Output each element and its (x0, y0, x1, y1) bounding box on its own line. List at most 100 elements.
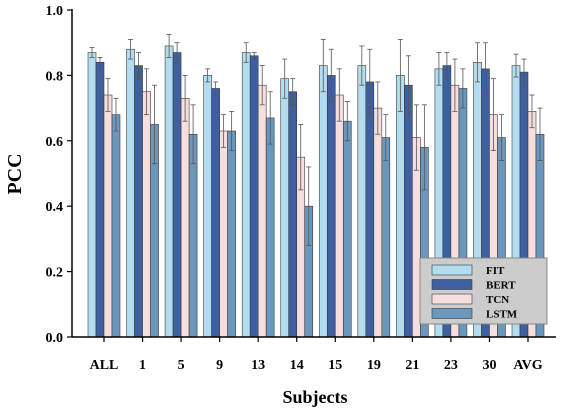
legend-label-bert: BERT (486, 280, 516, 292)
error-bar-tcn-avg (529, 94, 535, 129)
error-bar-tcn-15 (336, 68, 342, 122)
bar-fit-15 (318, 65, 328, 338)
x-tick-label-14: 14 (290, 358, 304, 373)
error-bar-tcn-1 (144, 68, 150, 116)
error-bars-layer (89, 34, 543, 246)
error-bar-bert-21 (405, 55, 411, 116)
error-bar-lstm-15 (344, 101, 350, 142)
bar-tcn-19 (373, 107, 383, 338)
y-tick-label-4: 0.8 (46, 69, 64, 84)
bar-tcn-1 (142, 91, 151, 338)
bar-lstm-15 (342, 120, 352, 338)
x-tick-label-19: 19 (367, 358, 381, 373)
bar-tcn-9 (219, 130, 228, 338)
legend-swatch-lstm (431, 308, 473, 319)
error-bar-lstm-5 (190, 104, 196, 165)
bar-bert-21 (404, 84, 413, 338)
error-bar-bert-23 (444, 52, 450, 80)
error-bar-tcn-9 (221, 114, 227, 148)
error-bar-tcn-21 (413, 104, 419, 171)
x-tick-label-15: 15 (328, 358, 342, 373)
bar-bert-13 (249, 55, 259, 338)
error-bar-bert-14 (290, 78, 296, 106)
bar-bert-9 (211, 88, 220, 338)
x-tick-label-30: 30 (482, 358, 496, 373)
error-bar-tcn-30 (490, 78, 496, 152)
error-bar-tcn-13 (259, 65, 265, 106)
error-bar-bert-13 (251, 52, 257, 60)
bar-lstm-19 (381, 137, 391, 338)
y-axis-title: PCC (4, 153, 26, 194)
error-bar-lstm-30 (498, 114, 504, 161)
error-bar-tcn-all (105, 78, 111, 112)
error-bar-fit-14 (282, 58, 288, 99)
legend-label-lstm: LSTM (486, 309, 518, 321)
bar-lstm-9 (227, 130, 236, 338)
bar-bert-19 (365, 81, 375, 338)
error-bar-lstm-23 (460, 68, 466, 109)
y-tick-label-1: 0.2 (46, 266, 64, 281)
x-tick-label-5: 5 (178, 358, 185, 373)
error-bar-lstm-14 (306, 166, 312, 246)
error-bar-bert-9 (213, 81, 219, 96)
error-bar-lstm-19 (383, 114, 389, 161)
bar-bert-5 (172, 52, 182, 338)
error-bar-lstm-21 (421, 104, 427, 191)
bar-tcn-all (103, 94, 113, 338)
bar-bert-14 (288, 91, 298, 338)
bar-bert-all (95, 62, 105, 338)
bar-bert-1 (134, 65, 143, 338)
error-bar-fit-15 (320, 39, 326, 93)
bar-fit-19 (357, 65, 367, 338)
error-bar-lstm-9 (229, 110, 235, 152)
error-bar-fit-23 (436, 52, 442, 86)
legend: FIT BERT TCN LSTM (419, 257, 548, 325)
bar-fit-1 (126, 48, 135, 338)
x-tick-label-avg: AVG (513, 358, 542, 373)
error-bar-tcn-19 (375, 81, 381, 135)
bar-bert-15 (326, 75, 336, 338)
y-tick-label-2: 0.4 (46, 200, 64, 215)
axes-layer (67, 9, 556, 342)
error-bar-fit-13 (243, 42, 249, 63)
error-bar-fit-9 (205, 68, 211, 83)
x-tick-label-13: 13 (251, 358, 265, 373)
error-bar-bert-avg (521, 58, 527, 86)
y-tick-label-0: 0.0 (46, 331, 64, 346)
error-bar-tcn-14 (298, 124, 304, 191)
bar-lstm-all (111, 114, 121, 338)
error-bar-fit-5 (166, 34, 172, 58)
bar-tcn-15 (334, 94, 344, 338)
error-bar-fit-avg (513, 53, 519, 78)
error-bar-tcn-23 (452, 58, 458, 112)
legend-swatch-tcn (431, 293, 473, 305)
error-bar-lstm-avg (537, 107, 543, 161)
x-tick-label-all: ALL (90, 358, 119, 373)
bars-layer (87, 45, 545, 338)
error-bar-tcn-5 (182, 75, 188, 122)
error-bar-fit-1 (128, 39, 134, 60)
bar-fit-14 (280, 78, 290, 338)
bar-fit-all (87, 52, 97, 338)
bar-fit-5 (164, 45, 174, 338)
y-tick-label-5: 1.0 (46, 4, 64, 19)
legend-label-tcn: TCN (486, 294, 509, 306)
x-tick-label-9: 9 (216, 358, 223, 373)
error-bar-fit-30 (474, 42, 480, 83)
legend-label-fit: FIT (486, 265, 505, 277)
y-tick-label-3: 0.6 (46, 135, 64, 150)
x-tick-label-23: 23 (444, 358, 458, 373)
error-bar-fit-all (89, 47, 95, 58)
legend-swatch-bert (431, 279, 473, 290)
error-bar-bert-19 (367, 48, 373, 116)
error-bar-lstm-all (113, 97, 119, 132)
bar-fit-21 (396, 75, 405, 338)
error-bar-bert-all (97, 57, 103, 68)
error-bar-fit-21 (397, 39, 403, 112)
error-bar-bert-15 (328, 48, 334, 102)
bar-tcn-5 (180, 97, 190, 338)
error-bar-bert-5 (174, 42, 180, 63)
bar-lstm-13 (265, 117, 275, 338)
error-bar-lstm-13 (267, 91, 273, 145)
